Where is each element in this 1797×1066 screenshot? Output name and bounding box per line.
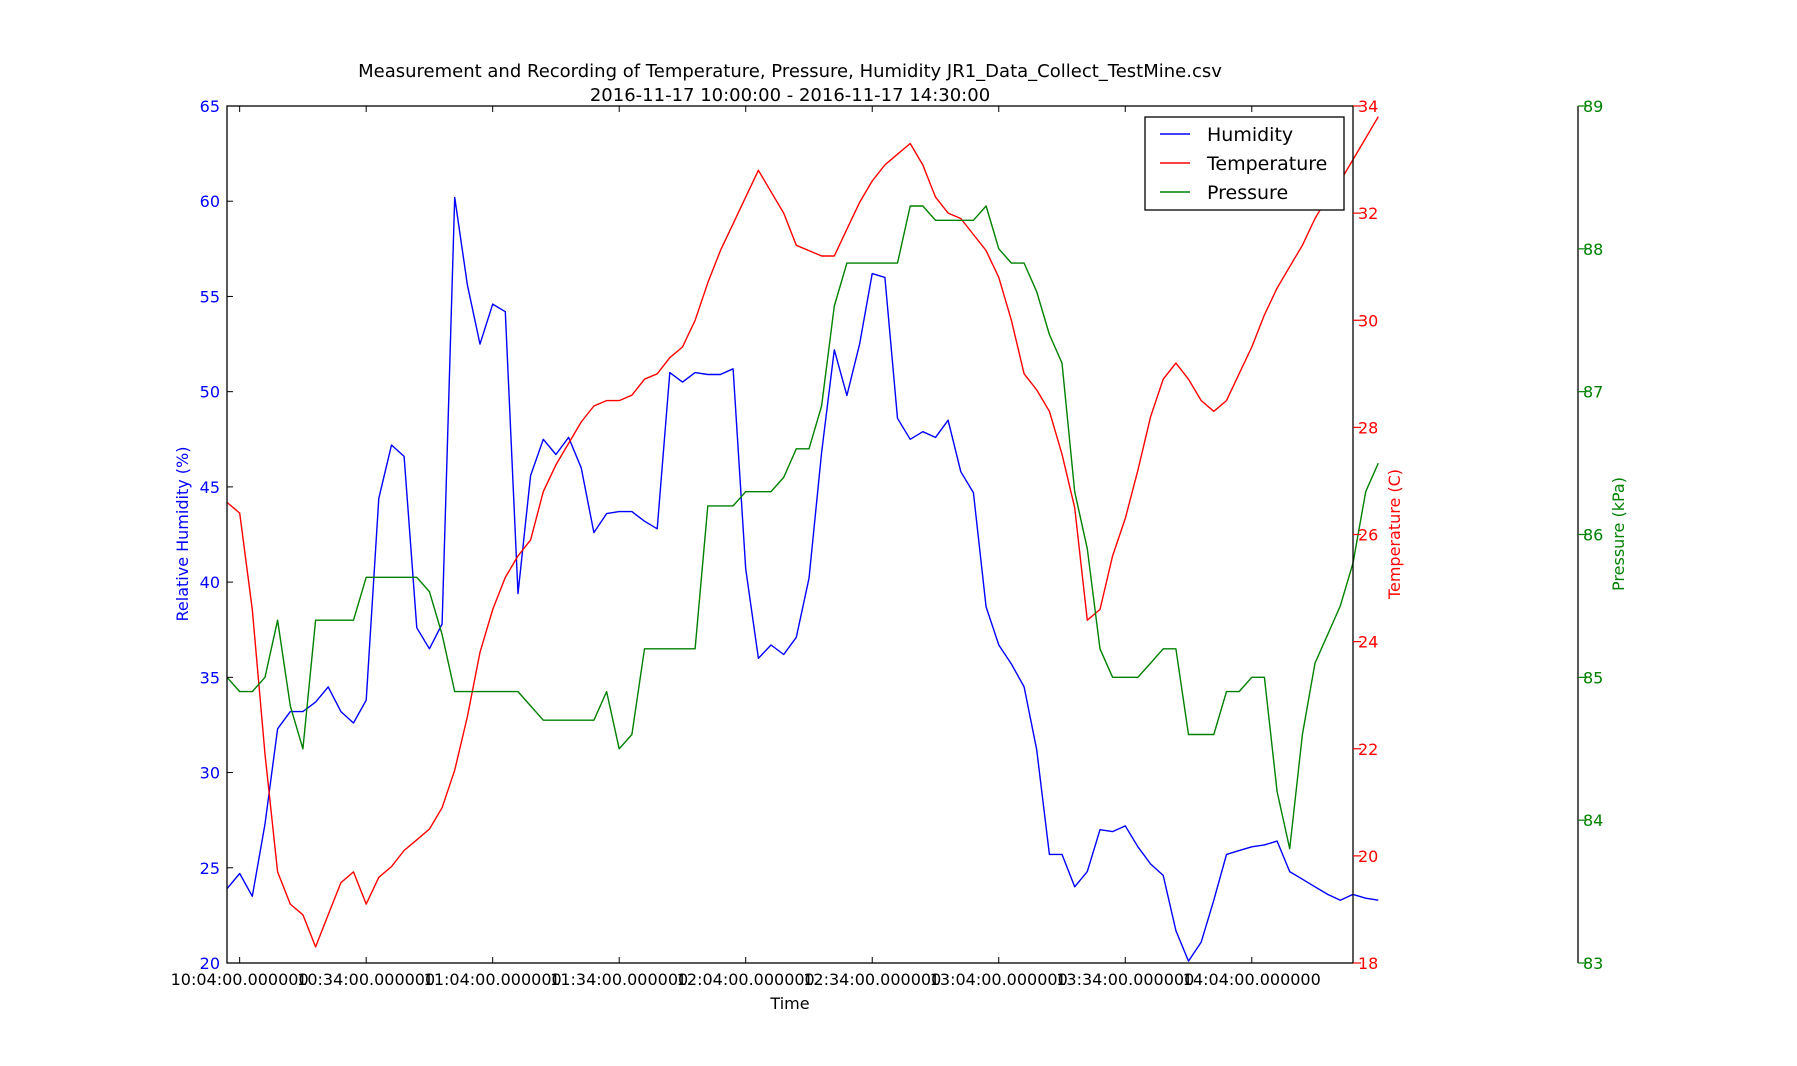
x-tick-label: 14:04:00.000000 (1183, 970, 1321, 989)
y-axis-label-humidity: Relative Humidity (%) (173, 447, 192, 622)
legend-label-pressure: Pressure (1207, 182, 1288, 204)
legend-label-temperature: Temperature (1206, 153, 1327, 175)
y-tick-label-humidity: 55 (200, 287, 220, 306)
y-tick-label-pressure: 86 (1583, 526, 1603, 545)
y-tick-label-temperature: 26 (1358, 526, 1378, 545)
x-tick-label: 10:04:00.000000 (171, 970, 309, 989)
y-tick-label-temperature: 34 (1358, 97, 1378, 116)
plot-frame (226, 105, 1354, 964)
x-tick-label: 12:34:00.000000 (803, 970, 941, 989)
y-tick-label-temperature: 22 (1358, 740, 1378, 759)
x-tick-label: 13:34:00.000000 (1056, 970, 1194, 989)
y-tick-label-pressure: 87 (1583, 383, 1603, 402)
y-axis-label-temperature: Temperature (C) (1385, 469, 1404, 600)
x-axis: 10:04:00.00000010:34:00.00000011:04:00.0… (171, 106, 1321, 989)
x-tick-label: 11:34:00.000000 (550, 970, 688, 989)
y-tick-label-temperature: 18 (1358, 954, 1378, 973)
y-tick-label-humidity: 45 (200, 478, 220, 497)
y-tick-label-temperature: 30 (1358, 311, 1378, 330)
y-tick-label-temperature: 24 (1358, 633, 1378, 652)
series-line-pressure (226, 205, 1379, 850)
y-axis-label-pressure: Pressure (kPa) (1609, 477, 1628, 591)
y-tick-label-pressure: 83 (1583, 954, 1603, 973)
y-tick-label-humidity: 35 (200, 668, 220, 687)
x-tick-label: 11:04:00.000000 (424, 970, 562, 989)
chart-subtitle: 2016-11-17 10:00:00 - 2016-11-17 14:30:0… (590, 85, 990, 106)
legend: Humidity Temperature Pressure (1144, 116, 1345, 211)
x-tick-label: 13:04:00.000000 (930, 970, 1068, 989)
y-tick-label-humidity: 50 (200, 383, 220, 402)
y-tick-label-temperature: 32 (1358, 204, 1378, 223)
y-tick-label-humidity: 25 (200, 859, 220, 878)
y-tick-label-humidity: 30 (200, 764, 220, 783)
x-tick-label: 12:04:00.000000 (677, 970, 815, 989)
y-tick-label-pressure: 89 (1583, 97, 1603, 116)
chart-title: Measurement and Recording of Temperature… (358, 61, 1222, 82)
y-tick-label-humidity: 40 (200, 573, 220, 592)
y-tick-label-pressure: 85 (1583, 668, 1603, 687)
y-tick-label-pressure: 84 (1583, 811, 1603, 830)
y-axis-humidity: 20 25 30 35 40 45 50 55 60 65 (200, 97, 233, 973)
y-tick-label-humidity: 60 (200, 192, 220, 211)
plot-series (226, 116, 1379, 962)
legend-label-humidity: Humidity (1207, 124, 1293, 146)
series-line-humidity (226, 196, 1379, 962)
y-axis-pressure: 83 84 85 86 87 88 89 (1577, 97, 1603, 973)
x-tick-label: 10:34:00.000000 (297, 970, 435, 989)
series-line-temperature (226, 116, 1379, 948)
y-tick-label-pressure: 88 (1583, 240, 1603, 259)
y-tick-label-temperature: 28 (1358, 418, 1378, 437)
y-tick-label-humidity: 65 (200, 97, 220, 116)
y-axis-temperature: 18 20 22 24 26 28 30 32 34 (1353, 97, 1378, 973)
y-tick-label-temperature: 20 (1358, 847, 1378, 866)
y-tick-label-humidity: 20 (200, 954, 220, 973)
x-axis-label: Time (769, 994, 809, 1013)
